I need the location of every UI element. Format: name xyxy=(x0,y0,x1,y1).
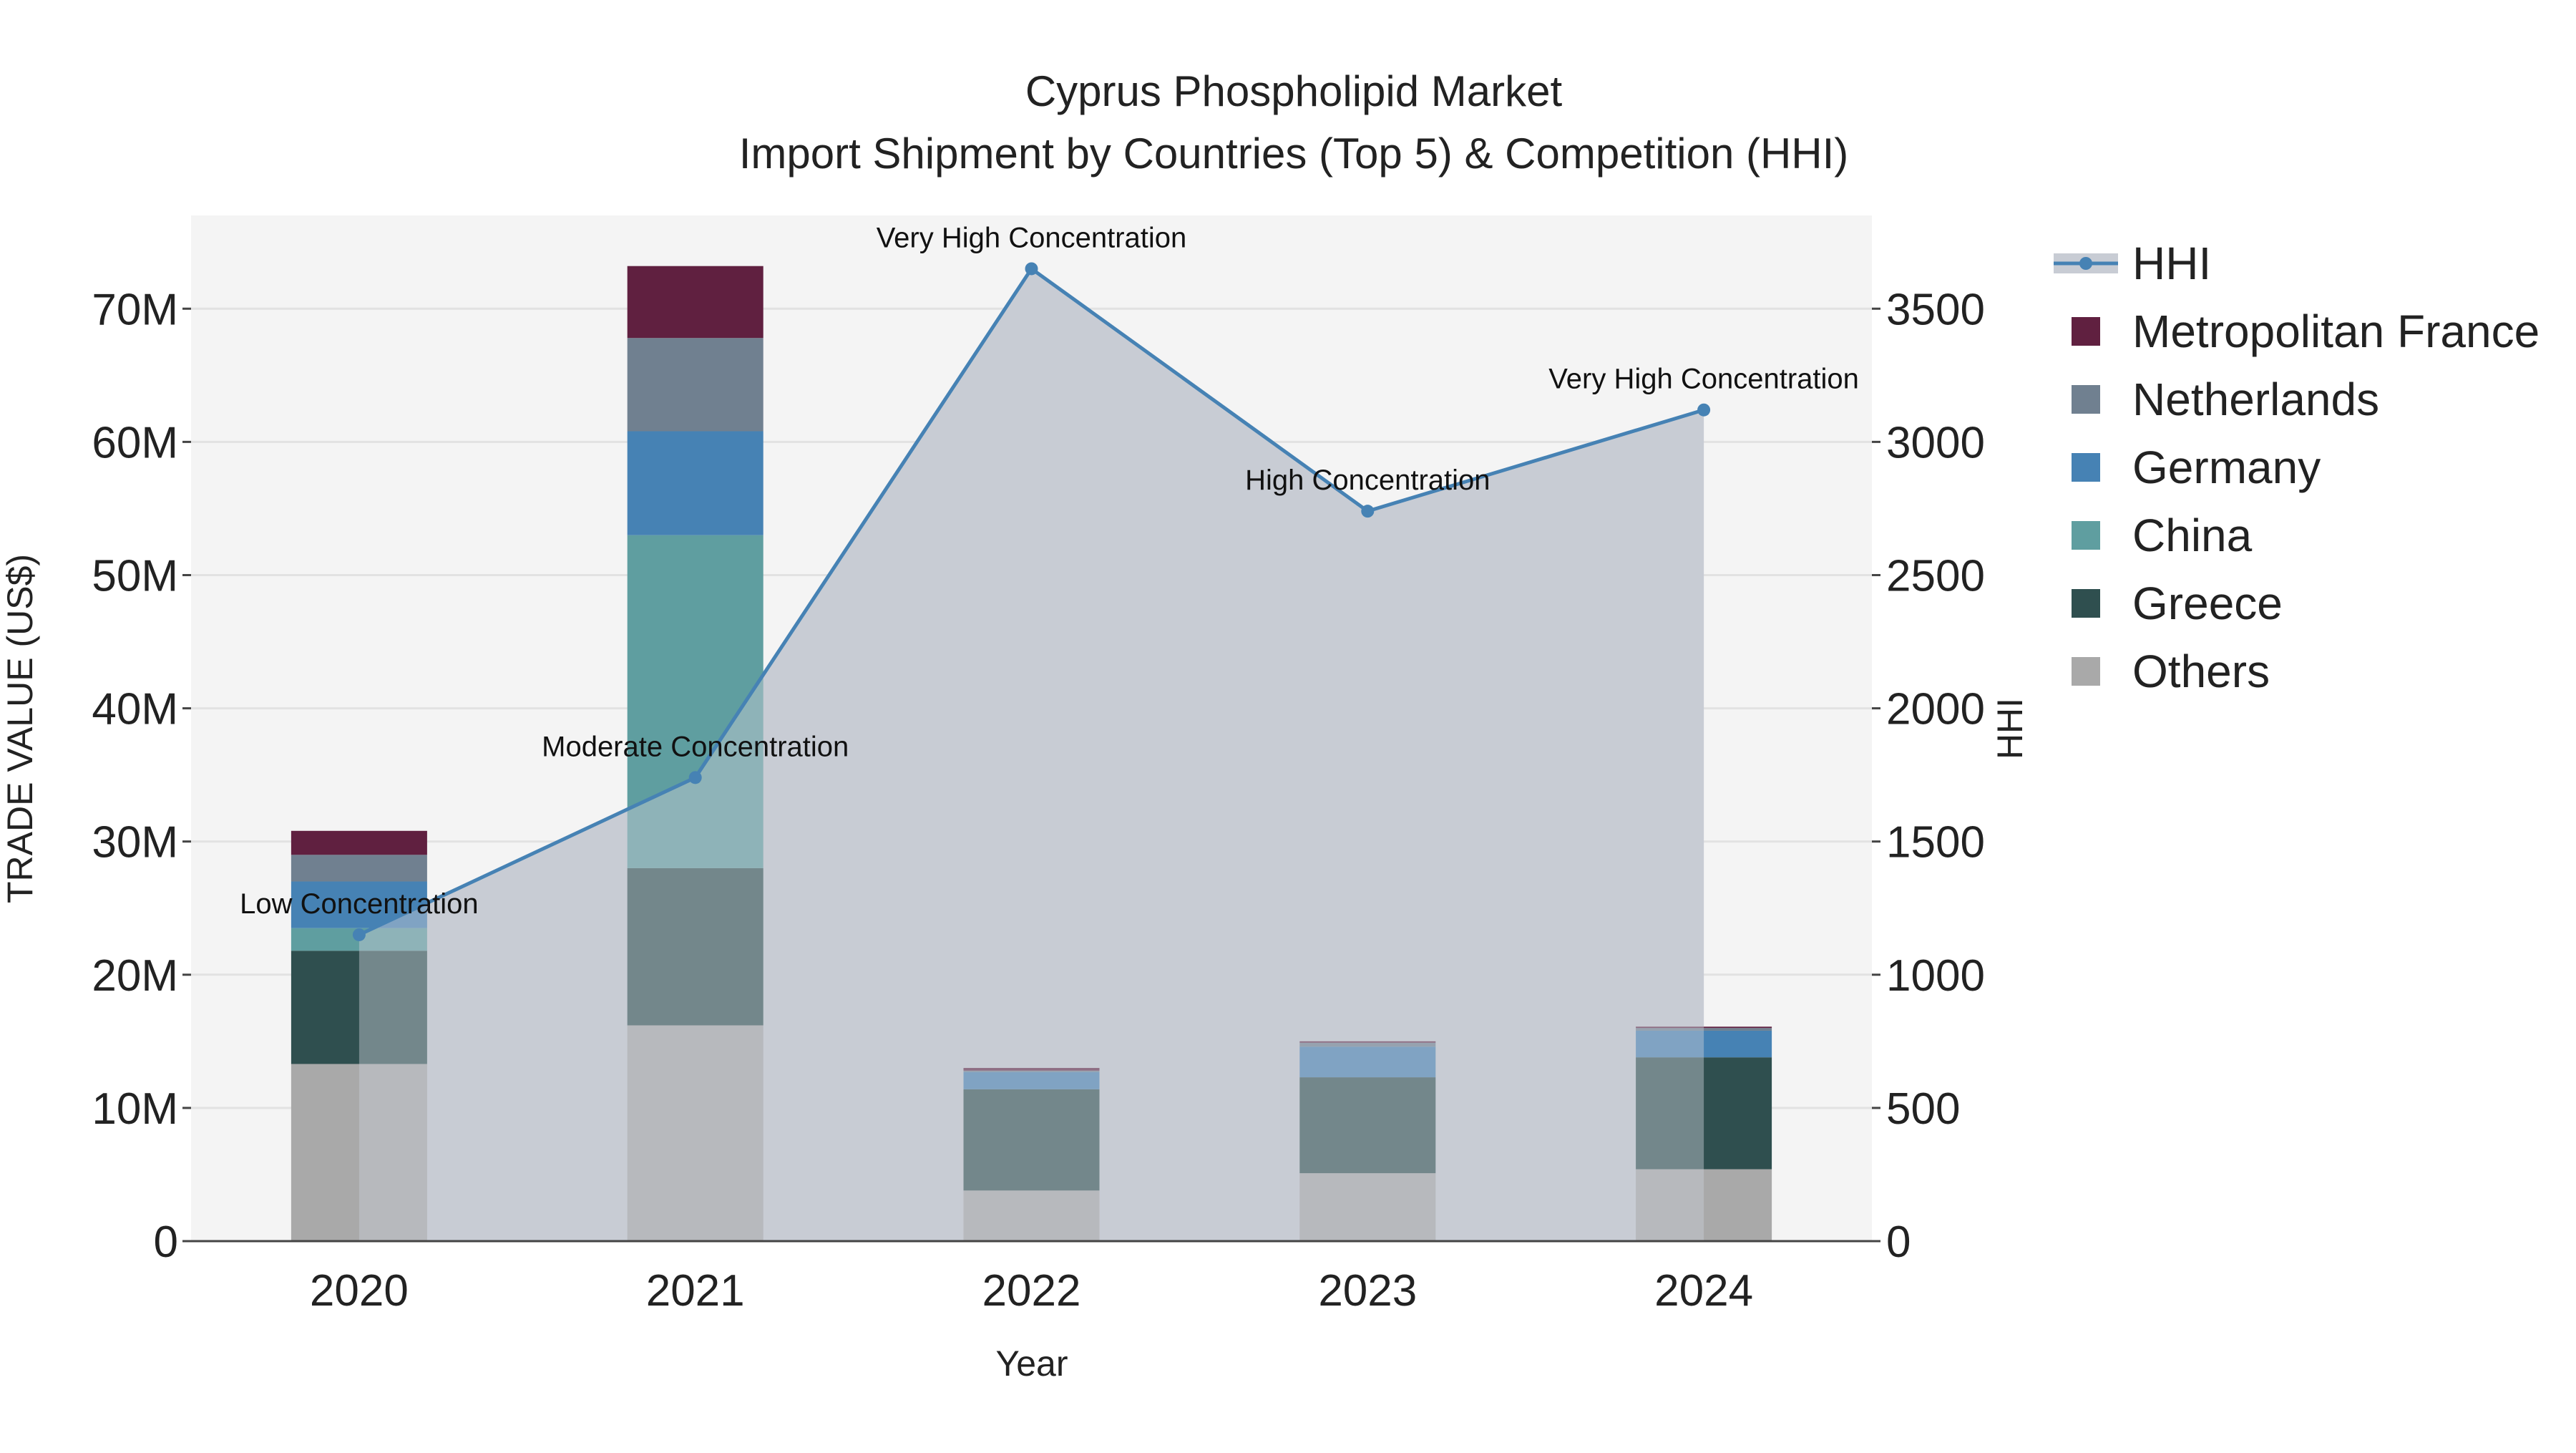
y-tick-label: 70M xyxy=(92,285,178,334)
bar-germany-2020 xyxy=(291,881,427,928)
legend-label: Metropolitan France xyxy=(2132,306,2540,357)
chart-title: Cyprus Phospholipid Market xyxy=(1025,67,1563,115)
legend-label: HHI xyxy=(2132,238,2211,289)
legend-item-metropolitan-france[interactable]: Metropolitan France xyxy=(2072,306,2540,357)
bar-germany-2023 xyxy=(1299,1046,1436,1078)
bar-greece-2024 xyxy=(1636,1057,1772,1170)
bar-germany-2024 xyxy=(1636,1030,1772,1058)
bar-others-2024 xyxy=(1636,1169,1772,1241)
x-axis-title: Year xyxy=(995,1343,1068,1384)
x-tick-label: 2024 xyxy=(1654,1266,1753,1316)
y2-tick-label: 500 xyxy=(1886,1084,1960,1134)
bar-netherlands-2024 xyxy=(1636,1028,1772,1031)
legend-swatch xyxy=(2072,521,2100,550)
legend-item-hhi[interactable]: HHI xyxy=(2054,238,2211,289)
hhi-annotation: Very High Concentration xyxy=(877,222,1187,253)
bar-greece-2020 xyxy=(291,951,427,1064)
hhi-point-2024 xyxy=(1697,403,1711,417)
legend: HHI Metropolitan France Netherlands Germany… xyxy=(2054,238,2540,697)
legend-swatch xyxy=(2072,385,2100,414)
bar-others-2022 xyxy=(963,1190,1100,1241)
y2-axis-title: HHI xyxy=(1990,698,2030,759)
y-tick-label: 40M xyxy=(92,685,178,734)
bar-netherlands-2021 xyxy=(627,338,763,432)
y2-tick-label: 3000 xyxy=(1886,418,1985,467)
hhi-point-2022 xyxy=(1025,262,1038,276)
legend-item-china[interactable]: China xyxy=(2072,510,2253,561)
legend-label: Germany xyxy=(2132,442,2321,493)
legend-item-netherlands[interactable]: Netherlands xyxy=(2072,374,2379,425)
legend-label: Netherlands xyxy=(2132,374,2379,425)
y-tick-label: 60M xyxy=(92,418,178,467)
hhi-point-2023 xyxy=(1361,505,1375,518)
y-axis-title: TRADE VALUE (US$) xyxy=(0,554,40,903)
bar-greece-2023 xyxy=(1299,1077,1436,1174)
bar-netherlands-2022 xyxy=(963,1070,1100,1072)
legend-swatch xyxy=(2072,657,2100,686)
hhi-annotation: High Concentration xyxy=(1245,465,1490,496)
axes: 0 10M 20M 30M 40M 50M 60M 70M 0 500 1000 1500 2000 25… xyxy=(92,285,1985,1316)
legend-swatch-marker xyxy=(2079,257,2092,270)
y2-tick-label: 2000 xyxy=(1886,685,1985,734)
y2-tick-label: 3500 xyxy=(1886,285,1985,334)
bar-stack-2023 xyxy=(1299,1041,1436,1241)
bar-stack-2024 xyxy=(1636,1026,1772,1241)
x-tick-label: 2021 xyxy=(646,1266,745,1316)
bar-metropolitan-france-2024 xyxy=(1636,1026,1772,1029)
hhi-point-2020 xyxy=(352,928,366,941)
bar-greece-2022 xyxy=(963,1089,1100,1191)
y-tick-label: 10M xyxy=(92,1084,178,1134)
bar-stack-2021 xyxy=(627,266,763,1241)
bar-china-2021 xyxy=(627,535,763,868)
chart-subtitle: Import Shipment by Countries (Top 5) & C… xyxy=(739,130,1849,178)
annotations: Low Concentration Moderate Concentration V… xyxy=(240,222,1859,920)
legend-item-greece[interactable]: Greece xyxy=(2072,578,2283,629)
legend-label: China xyxy=(2132,510,2253,561)
legend-swatch xyxy=(2072,453,2100,482)
bar-germany-2022 xyxy=(963,1071,1100,1089)
bar-germany-2021 xyxy=(627,431,763,535)
y2-tick-label: 0 xyxy=(1886,1218,1911,1267)
bar-others-2023 xyxy=(1299,1173,1436,1241)
y-tick-label: 20M xyxy=(92,951,178,1001)
bar-stack-2020 xyxy=(291,830,427,1241)
bar-metropolitan-france-2023 xyxy=(1299,1041,1436,1043)
x-tick-label: 2023 xyxy=(1318,1266,1417,1316)
hhi-point-2021 xyxy=(688,771,702,784)
bar-netherlands-2020 xyxy=(291,855,427,882)
hhi-line xyxy=(352,262,1711,941)
hhi-annotation: Low Concentration xyxy=(240,888,479,920)
bar-stack-2022 xyxy=(963,1068,1100,1241)
y-tick-label: 0 xyxy=(154,1218,178,1267)
y2-tick-label: 1500 xyxy=(1886,818,1985,868)
hhi-annotation: Very High Concentration xyxy=(1548,364,1859,395)
x-tick-label: 2020 xyxy=(310,1266,409,1316)
legend-swatch xyxy=(2072,317,2100,346)
y2-tick-label: 2500 xyxy=(1886,551,1985,601)
legend-label: Greece xyxy=(2132,578,2283,629)
bar-metropolitan-france-2020 xyxy=(291,830,427,855)
legend-label: Others xyxy=(2132,646,2270,697)
hhi-annotation: Moderate Concentration xyxy=(542,731,849,762)
legend-swatch xyxy=(2072,589,2100,618)
y-tick-label: 30M xyxy=(92,818,178,868)
legend-item-others[interactable]: Others xyxy=(2072,646,2270,697)
bar-netherlands-2023 xyxy=(1299,1042,1436,1047)
y2-tick-label: 1000 xyxy=(1886,951,1985,1001)
bar-metropolitan-france-2021 xyxy=(627,266,763,339)
bar-metropolitan-france-2022 xyxy=(963,1068,1100,1071)
y-tick-label: 50M xyxy=(92,551,178,601)
bar-others-2020 xyxy=(291,1064,427,1241)
bar-others-2021 xyxy=(627,1025,763,1241)
x-tick-label: 2022 xyxy=(982,1266,1081,1316)
bar-greece-2021 xyxy=(627,868,763,1026)
legend-item-germany[interactable]: Germany xyxy=(2072,442,2321,493)
